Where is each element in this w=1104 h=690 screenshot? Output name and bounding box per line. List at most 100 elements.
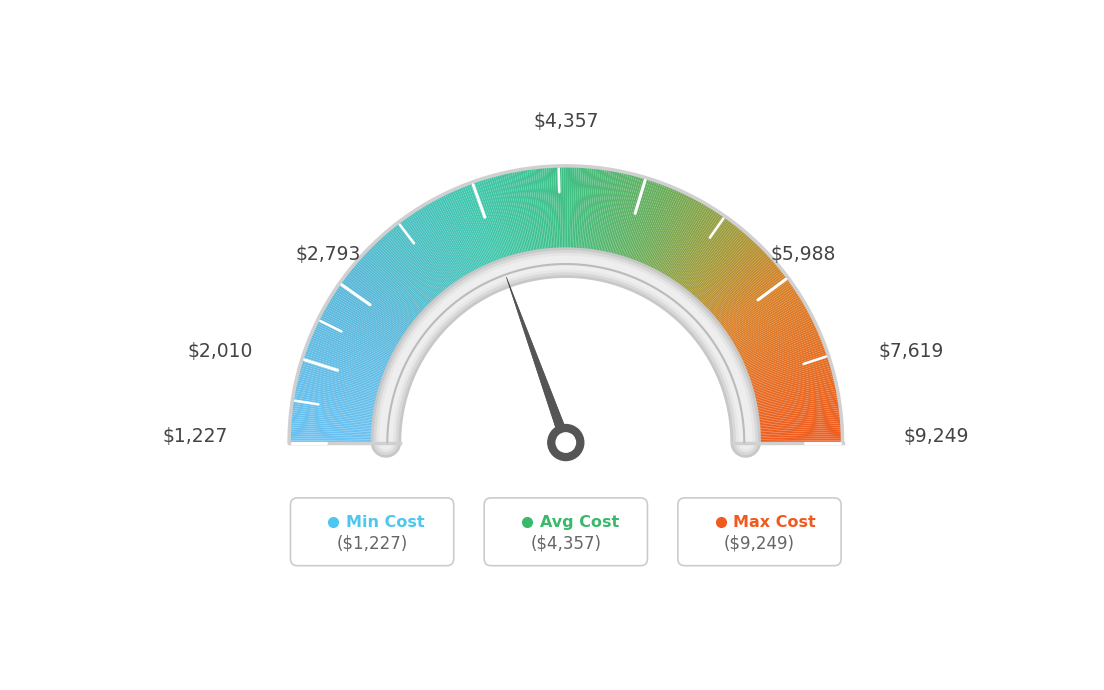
Wedge shape: [391, 226, 461, 314]
Wedge shape: [325, 306, 422, 362]
Wedge shape: [394, 224, 464, 312]
Wedge shape: [306, 345, 411, 385]
Wedge shape: [592, 169, 612, 279]
Wedge shape: [427, 202, 484, 299]
Wedge shape: [693, 266, 781, 337]
Wedge shape: [693, 264, 779, 337]
Wedge shape: [696, 270, 783, 339]
Wedge shape: [476, 180, 513, 286]
Text: $4,357: $4,357: [533, 112, 598, 131]
Wedge shape: [289, 432, 400, 437]
Wedge shape: [612, 177, 645, 284]
Wedge shape: [730, 395, 839, 415]
Text: $2,793: $2,793: [296, 245, 361, 264]
Wedge shape: [659, 214, 723, 306]
Wedge shape: [295, 384, 403, 409]
Wedge shape: [614, 177, 647, 284]
Wedge shape: [531, 168, 546, 278]
Wedge shape: [311, 331, 414, 377]
Wedge shape: [405, 216, 470, 308]
Wedge shape: [671, 229, 744, 315]
Wedge shape: [681, 244, 760, 324]
Circle shape: [548, 424, 584, 460]
Wedge shape: [480, 179, 516, 285]
Wedge shape: [384, 232, 458, 317]
Wedge shape: [323, 307, 421, 362]
Wedge shape: [354, 263, 439, 336]
Wedge shape: [290, 412, 401, 426]
Wedge shape: [619, 181, 658, 286]
Wedge shape: [730, 400, 839, 418]
Wedge shape: [622, 182, 661, 287]
Wedge shape: [402, 219, 468, 309]
Wedge shape: [442, 194, 492, 294]
Wedge shape: [721, 345, 826, 385]
Wedge shape: [290, 419, 401, 429]
Wedge shape: [343, 277, 433, 344]
Wedge shape: [662, 217, 729, 308]
Wedge shape: [383, 233, 457, 318]
Wedge shape: [310, 335, 413, 379]
Wedge shape: [645, 199, 699, 297]
Wedge shape: [605, 173, 633, 282]
Wedge shape: [616, 179, 651, 285]
Wedge shape: [529, 168, 545, 278]
Wedge shape: [425, 204, 482, 299]
Wedge shape: [618, 180, 656, 286]
Wedge shape: [302, 357, 407, 393]
Wedge shape: [289, 425, 400, 433]
Polygon shape: [507, 277, 571, 444]
Wedge shape: [593, 170, 614, 279]
Wedge shape: [728, 378, 836, 405]
Wedge shape: [300, 361, 407, 395]
Wedge shape: [558, 166, 562, 277]
Wedge shape: [722, 347, 826, 386]
Wedge shape: [730, 402, 840, 419]
Wedge shape: [294, 391, 403, 413]
FancyBboxPatch shape: [678, 498, 841, 566]
Wedge shape: [318, 317, 418, 368]
Wedge shape: [731, 419, 841, 429]
Wedge shape: [707, 296, 802, 356]
Wedge shape: [724, 361, 831, 395]
Wedge shape: [697, 273, 786, 342]
Wedge shape: [321, 311, 420, 365]
Wedge shape: [289, 436, 400, 440]
Wedge shape: [360, 256, 443, 332]
Wedge shape: [625, 184, 666, 288]
Wedge shape: [638, 193, 688, 293]
Wedge shape: [311, 333, 413, 378]
Wedge shape: [369, 247, 448, 326]
Wedge shape: [699, 277, 788, 344]
Wedge shape: [630, 188, 676, 290]
Wedge shape: [342, 278, 433, 345]
Wedge shape: [301, 359, 407, 394]
Wedge shape: [728, 382, 837, 408]
FancyBboxPatch shape: [290, 498, 454, 566]
Wedge shape: [524, 168, 542, 278]
Wedge shape: [527, 168, 543, 278]
Wedge shape: [711, 309, 809, 364]
Bar: [289, 442, 842, 614]
Text: $2,010: $2,010: [188, 342, 253, 361]
Text: $5,988: $5,988: [771, 245, 836, 264]
Wedge shape: [732, 427, 842, 435]
Wedge shape: [570, 166, 574, 277]
Wedge shape: [705, 294, 800, 355]
Wedge shape: [675, 233, 749, 318]
Wedge shape: [436, 197, 489, 296]
Wedge shape: [655, 209, 715, 303]
Wedge shape: [639, 194, 690, 294]
Wedge shape: [649, 204, 707, 299]
Wedge shape: [660, 215, 725, 306]
Wedge shape: [518, 170, 539, 279]
Wedge shape: [647, 201, 703, 298]
Wedge shape: [322, 309, 421, 364]
Wedge shape: [719, 333, 820, 378]
Wedge shape: [495, 175, 524, 282]
Wedge shape: [676, 235, 751, 319]
Wedge shape: [609, 176, 641, 283]
Wedge shape: [718, 331, 820, 377]
Wedge shape: [661, 216, 726, 308]
Wedge shape: [474, 181, 512, 286]
